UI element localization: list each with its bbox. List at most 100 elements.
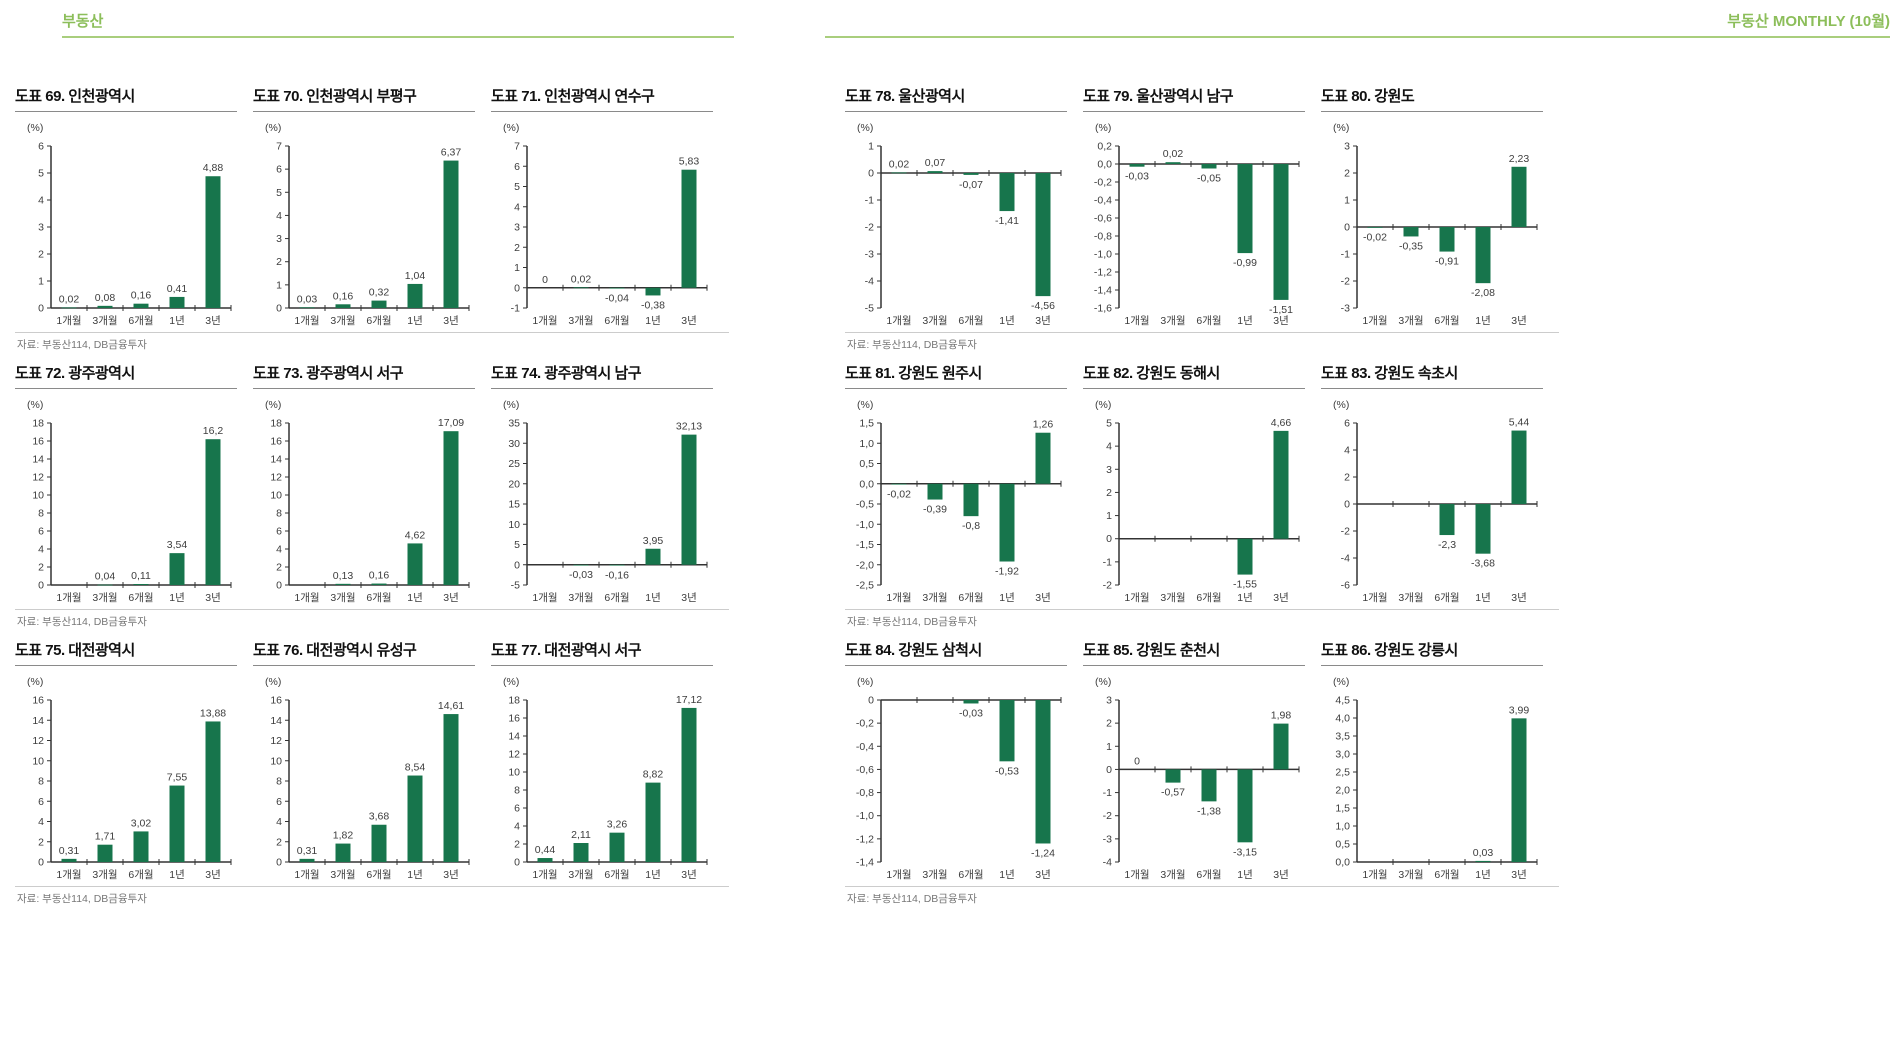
value-label: -0,39 xyxy=(923,504,947,516)
chart-card-78: 도표 78. 울산광역시 (%) 1 0 -1 -2 -3 -4 -5 0,02 0,07 -0,07… xyxy=(845,85,1067,330)
value-label: 0,31 xyxy=(297,845,318,857)
x-tick-label: 3개월 xyxy=(330,592,355,604)
chart-title: 도표 83. 강원도 속초시 xyxy=(1321,362,1543,389)
value-label: 0,02 xyxy=(1163,148,1184,160)
y-tick-label: 1,0 xyxy=(1335,821,1350,833)
x-tick-label: 6개월 xyxy=(958,592,983,604)
x-tick-label: 3개월 xyxy=(922,592,947,604)
y-tick-label: 5 xyxy=(276,187,282,199)
x-tick-label: 3개월 xyxy=(1398,869,1423,881)
y-tick-label: 12 xyxy=(270,735,282,747)
y-tick-label: -0,4 xyxy=(1094,195,1112,207)
bar-6개월 xyxy=(1439,227,1455,252)
y-tick-label: 16 xyxy=(270,695,282,707)
y-axis-unit: (%) xyxy=(857,399,874,411)
bar-6개월 xyxy=(1439,504,1455,536)
y-tick-label: -2 xyxy=(1103,580,1112,592)
x-tick-label: 3개월 xyxy=(568,315,593,327)
bar-chart-83: 6 4 2 0 -2 -4 -6 -2,3 -3,68 5,44 1개월 3개월 6개월 1년 3년 xyxy=(1341,417,1538,604)
source-note: 자료: 부동산114, DB금융투자 xyxy=(845,332,1559,352)
y-axis-unit: (%) xyxy=(1333,399,1350,411)
y-tick-label: 18 xyxy=(32,418,44,430)
bar-6개월 xyxy=(963,700,979,704)
value-label: 8,54 xyxy=(405,762,426,774)
value-label: 1,26 xyxy=(1033,419,1054,431)
y-tick-label: 2 xyxy=(38,836,44,848)
x-tick-label: 3년 xyxy=(205,315,221,327)
x-tick-label: 6개월 xyxy=(604,315,629,327)
y-tick-label: 4 xyxy=(38,195,44,207)
x-tick-label: 6개월 xyxy=(128,315,153,327)
y-tick-label: -5 xyxy=(865,303,874,315)
bar-3개월 xyxy=(97,584,113,586)
chart-card-73: 도표 73. 광주광역시 서구 (%) 18 16 14 12 10 8 6 4 2 0 0,13 0,1… xyxy=(253,362,475,607)
x-tick-label: 3년 xyxy=(1273,592,1289,604)
y-tick-label: 0 xyxy=(276,580,282,592)
value-label: 0,03 xyxy=(297,293,318,305)
y-tick-label: 4 xyxy=(38,816,44,828)
bar-3개월 xyxy=(335,843,351,862)
bar-3년 xyxy=(1035,173,1051,297)
bar-3년 xyxy=(681,707,697,862)
x-tick-label: 3년 xyxy=(1273,869,1289,881)
bar-6개월 xyxy=(371,300,387,308)
bar-chart-69: 6 5 4 3 2 1 0 0,02 0,08 0,16 0,41 4,88 1개월 3개월 6개월 1년 3년 xyxy=(38,141,232,327)
source-note: 자료: 부동산114, DB금융투자 xyxy=(15,609,729,629)
y-tick-label: 2 xyxy=(38,249,44,261)
value-label: -0,02 xyxy=(1363,232,1387,244)
y-tick-label: 0 xyxy=(514,559,520,571)
y-tick-label: 3 xyxy=(1106,464,1112,476)
y-tick-label: 0 xyxy=(1106,533,1112,545)
x-tick-label: 1년 xyxy=(1237,869,1253,881)
value-label: 3,26 xyxy=(607,819,628,831)
bar-3년 xyxy=(443,431,459,585)
y-tick-label: -0,2 xyxy=(856,718,874,730)
source-note: 자료: 부동산114, DB금융투자 xyxy=(845,886,1559,906)
bar-1개월 xyxy=(537,858,553,862)
chart-card-76: 도표 76. 대전광역시 유성구 (%) 16 14 12 10 8 6 4 2 0 0,31 1,82… xyxy=(253,639,475,884)
bar-3년 xyxy=(1511,166,1527,227)
y-tick-label: 4 xyxy=(514,821,520,833)
y-tick-label: 25 xyxy=(508,458,520,470)
x-tick-label: 1개월 xyxy=(532,592,557,604)
chart-card-83: 도표 83. 강원도 속초시 (%) 6 4 2 0 -2 -4 -6 -2,3 -3,68 5,44… xyxy=(1321,362,1543,607)
x-tick-label: 1개월 xyxy=(294,869,319,881)
y-axis-unit: (%) xyxy=(1333,676,1350,688)
y-tick-label: 2,5 xyxy=(1335,767,1350,779)
y-tick-label: 8 xyxy=(38,776,44,788)
x-tick-label: 6개월 xyxy=(366,869,391,881)
y-tick-label: -4 xyxy=(1103,857,1112,869)
bar-3년 xyxy=(205,439,221,585)
x-tick-label: 1개월 xyxy=(886,592,911,604)
bar-1년 xyxy=(999,700,1015,762)
y-tick-label: 0,0 xyxy=(1097,159,1112,171)
y-tick-label: 12 xyxy=(270,472,282,484)
chart-card-77: 도표 77. 대전광역시 서구 (%) 18 16 14 12 10 8 6 4 2 0 0,44 2,1… xyxy=(491,639,713,884)
x-tick-label: 6개월 xyxy=(958,869,983,881)
x-tick-label: 3개월 xyxy=(1160,315,1185,327)
y-axis-unit: (%) xyxy=(27,122,44,134)
bar-3개월 xyxy=(1403,227,1419,237)
y-tick-label: 6 xyxy=(38,141,44,153)
chart-title: 도표 70. 인천광역시 부평구 xyxy=(253,85,475,112)
y-tick-label: 2 xyxy=(1344,168,1350,180)
y-tick-label: 6 xyxy=(38,796,44,808)
y-tick-label: -1 xyxy=(865,195,874,207)
chart-title: 도표 82. 강원도 동해시 xyxy=(1083,362,1305,389)
value-label: 1,71 xyxy=(95,831,116,843)
chart-title: 도표 76. 대전광역시 유성구 xyxy=(253,639,475,666)
value-label: -0,03 xyxy=(569,569,593,581)
y-tick-label: 2 xyxy=(514,242,520,254)
y-axis-unit: (%) xyxy=(1095,676,1112,688)
x-tick-label: 1년 xyxy=(1475,869,1491,881)
bar-1년 xyxy=(169,553,185,585)
x-tick-label: 6개월 xyxy=(128,869,153,881)
x-tick-label: 3개월 xyxy=(1398,315,1423,327)
x-tick-label: 3년 xyxy=(1273,315,1289,327)
x-tick-label: 3개월 xyxy=(92,315,117,327)
y-tick-label: -1,6 xyxy=(1094,303,1112,315)
y-tick-label: 2 xyxy=(1106,487,1112,499)
value-label: -1,92 xyxy=(995,566,1019,578)
value-label: 0,16 xyxy=(369,570,390,582)
chart-row: 도표 72. 광주광역시 (%) 18 16 14 12 10 8 6 4 2 0 0,04 0,11 3,… xyxy=(15,362,729,629)
